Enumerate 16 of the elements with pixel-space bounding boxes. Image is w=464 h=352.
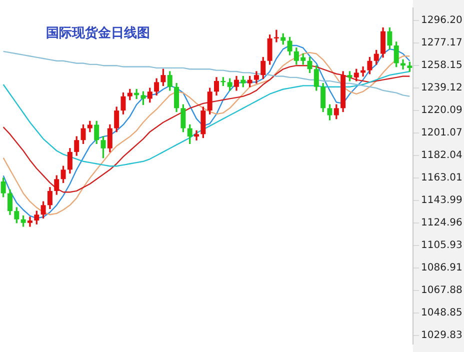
y-tick-label: 1182.04 — [421, 150, 462, 162]
y-tick-label: 1029.83 — [421, 330, 462, 342]
text: 国际现货金日线图 — [46, 25, 150, 42]
y-tick-label: 1143.99 — [421, 195, 462, 206]
y-tick-label: 1201.07 — [421, 128, 462, 139]
y-tick-label: 1277.17 — [421, 38, 462, 49]
y-tick-label: 1239.12 — [421, 82, 462, 94]
y-tick-label: 1124.96 — [421, 218, 462, 229]
y-tick-label: 1258.15 — [421, 60, 462, 72]
y-tick-label: 1163.01 — [421, 172, 462, 184]
y-tick-label: 1086.91 — [421, 262, 462, 274]
y-tick-label: 1220.09 — [421, 105, 462, 116]
y-tick-label: 1296.20 — [421, 15, 462, 26]
y-tick-label: 1048.85 — [421, 308, 462, 319]
y-tick-label: 1105.93 — [421, 240, 462, 252]
y-tick-label: 1067.88 — [421, 285, 462, 296]
